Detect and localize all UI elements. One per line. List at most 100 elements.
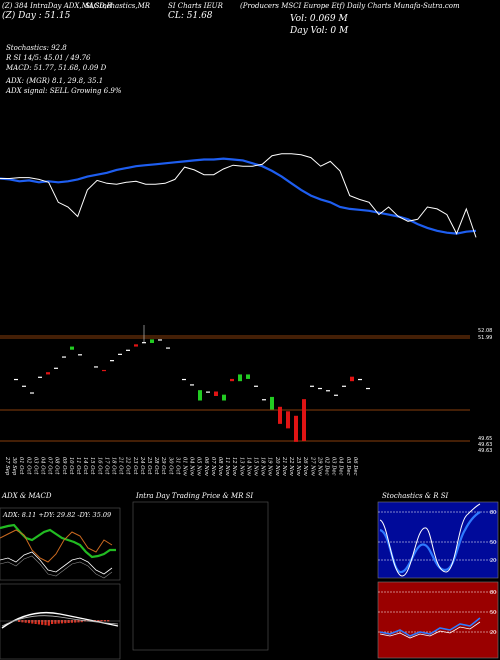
moving-average-line	[0, 157, 477, 235]
candle-33	[294, 415, 298, 442]
date-label-19: 24 Oct	[139, 456, 145, 475]
candle-42	[366, 387, 370, 390]
macd-hist-17	[74, 620, 77, 623]
date-label-11: 14 Oct	[82, 457, 88, 475]
macd-hist-25	[100, 620, 103, 622]
price-level-top2: 51.99	[478, 335, 492, 341]
adx-signal: ADX signal: SELL Growing 6.9%	[6, 87, 122, 95]
candle-39	[342, 385, 346, 387]
candle-26	[238, 374, 242, 382]
date-label-6: 07 Oct	[47, 457, 53, 475]
rsi-signal	[379, 621, 481, 639]
macd-hist-5	[34, 620, 37, 624]
adx-values: ADX: 8.11 +DY: 29.82 -DY: 35.09	[2, 511, 111, 519]
macd-hist-27	[107, 620, 110, 622]
date-label-31: 11 Nov	[224, 457, 230, 476]
price-level-bottom2: 49.63	[478, 442, 492, 448]
macd-hist-10	[51, 620, 54, 624]
date-label-33: 13 Nov	[238, 457, 244, 476]
macd-hist-2	[24, 620, 27, 623]
macd-hist-1	[21, 620, 24, 623]
date-label-21: 28 Oct	[153, 456, 159, 475]
candle-13	[126, 349, 130, 351]
minus-dy-line	[0, 529, 113, 563]
macd-hist-6	[37, 620, 40, 625]
adx-readout: ADX: (MGR) 8.1, 29.8, 35.1	[6, 77, 104, 85]
candle-38	[334, 394, 338, 396]
date-label-28: 06 Nov	[203, 457, 209, 476]
candle-41	[358, 378, 362, 381]
date-label-30: 08 Nov	[217, 457, 223, 476]
candle-16	[150, 339, 154, 343]
rsi-level-1: 50	[490, 610, 496, 616]
price-level-top1: 52.08	[478, 328, 492, 334]
date-label-40: 22 Nov	[288, 456, 294, 476]
macd-hist-3	[27, 620, 31, 624]
candle-9	[94, 366, 98, 368]
date-label-42: 26 Nov	[302, 456, 308, 476]
day-change: (Z) Day : 51.15	[2, 11, 71, 21]
candle-6	[62, 356, 66, 358]
rsi-readout: R SI 14/5: 45.01 / 49.76	[6, 54, 91, 62]
date-label-4: 03 Oct	[32, 457, 38, 475]
date-label-5: 04 Oct	[40, 457, 46, 475]
candle-31	[278, 406, 282, 424]
day-volume: Day Vol: 0 M	[290, 26, 349, 36]
candle-11	[110, 360, 114, 362]
rsi-line	[379, 617, 481, 637]
date-label-45: 02 Dec	[324, 457, 330, 475]
candle-37	[326, 390, 330, 392]
stoch-rsi-title: Stochastics & R SI	[382, 492, 449, 500]
date-label-37: 19 Nov	[267, 457, 273, 476]
close-price: CL: 51.68	[168, 11, 213, 21]
stoch-level-0: 80	[490, 510, 496, 516]
macd-hist-14	[64, 620, 67, 624]
date-label-15: 18 Oct	[111, 457, 117, 475]
candle-30	[270, 396, 274, 410]
adx-line	[0, 551, 113, 575]
header-line1-b: SI,Stochastics,MR	[85, 2, 151, 10]
header-line1-c: SI Charts IEUR	[168, 2, 223, 10]
date-label-24: 31 Oct	[174, 457, 180, 475]
candle-5	[54, 367, 58, 369]
macd-readout: MACD: 51.77, 51.68, 0.09 D	[6, 64, 107, 72]
candle-23	[214, 391, 218, 397]
candle-2	[30, 392, 34, 394]
date-label-23: 30 Oct	[167, 457, 173, 475]
price-level-bottom1: 49.65	[478, 436, 492, 442]
date-label-26: 04 Nov	[189, 457, 195, 476]
adx-frame	[0, 507, 121, 581]
intraday-frame	[132, 501, 269, 651]
header-line1-a: (Z) 384 IntraDay ADX,MACD,R	[2, 2, 113, 10]
candle-0	[14, 378, 18, 381]
price-line	[0, 153, 477, 238]
macd-signal	[1, 615, 119, 627]
candle-29	[262, 399, 266, 401]
candle-32	[286, 411, 290, 429]
rsi-frame	[377, 581, 499, 659]
macd-hist-18	[77, 620, 80, 623]
candle-34	[302, 399, 306, 441]
candle-36	[318, 387, 322, 390]
stochastics-readout: Stochastics: 92.8	[6, 44, 67, 52]
macd-hist-12	[57, 620, 60, 624]
stoch-level-1: 50	[490, 540, 496, 546]
candle-19	[182, 378, 186, 381]
date-label-32: 12 Nov	[231, 457, 237, 476]
candle-3	[38, 376, 42, 378]
date-label-25: 01 Nov	[182, 457, 188, 476]
macd-hist-4	[31, 620, 34, 624]
rsi-level-2: 20	[490, 630, 496, 636]
date-label-18: 23 Oct	[132, 456, 138, 475]
candle-7	[70, 346, 74, 350]
date-label-36: 18 Nov	[260, 457, 266, 476]
date-label-16: 21 Oct	[118, 456, 124, 475]
macd-hist-8	[44, 620, 47, 626]
macd-hist-13	[60, 620, 64, 624]
date-label-14: 17 Oct	[103, 457, 109, 475]
stoch-d-line	[379, 503, 481, 577]
date-label-29: 07 Nov	[210, 457, 216, 476]
date-label-7: 08 Oct	[54, 457, 60, 475]
bottom-panels: ADX: 8.11 +DY: 29.82 -DY: 35.09 80 50 20 80 5…	[0, 501, 499, 660]
